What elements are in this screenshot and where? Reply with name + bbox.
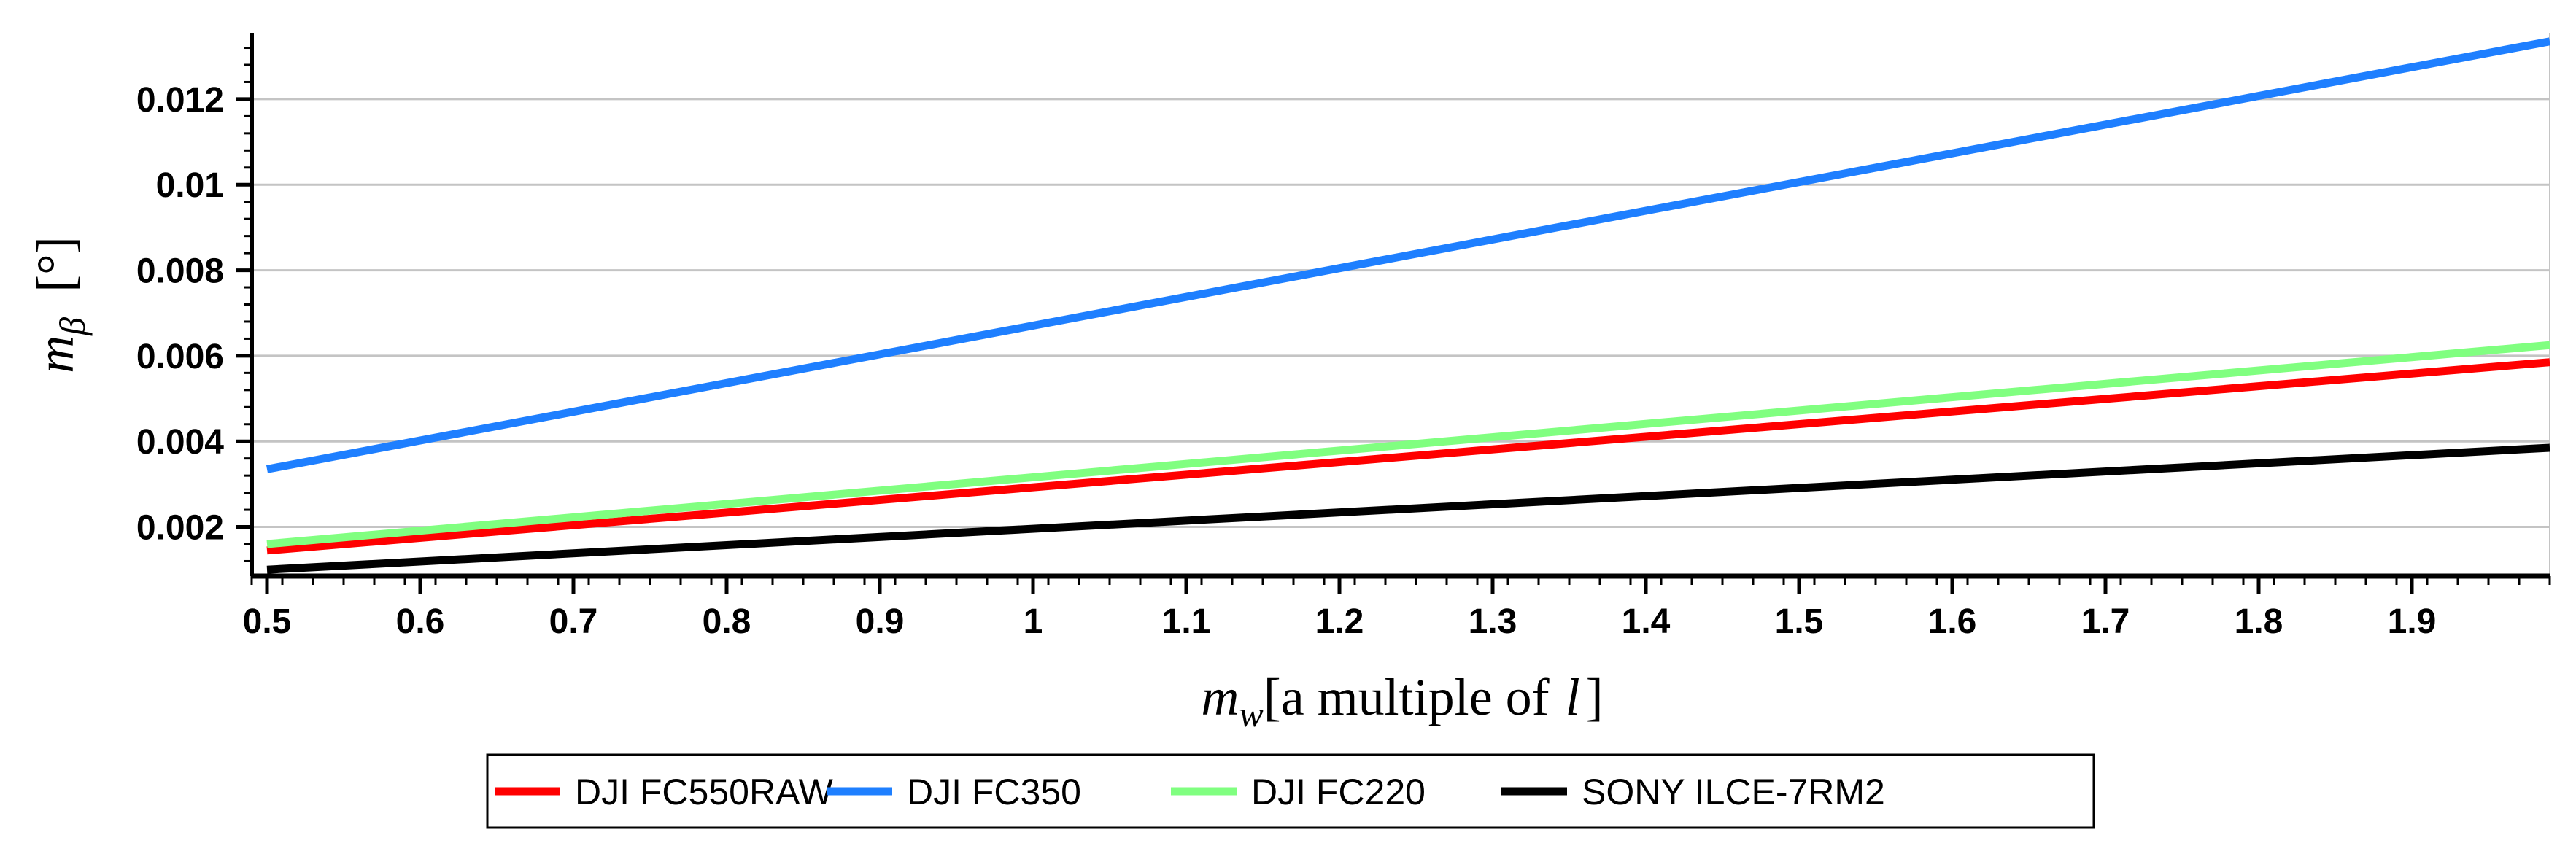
y-axis-title: mβ [°]	[26, 236, 93, 373]
series-line-dji-fc350	[266, 37, 2551, 473]
legend-label-1: DJI FC350	[907, 772, 1081, 812]
x-axis-unit: l	[1566, 668, 1580, 726]
x-tick-label-12: 1.7	[2081, 602, 2130, 641]
x-tick-label-11: 1.6	[1928, 602, 1977, 641]
x-axis-close: ]	[1586, 668, 1604, 726]
x-tick-label-0: 0.5	[243, 602, 292, 641]
series-lines	[266, 37, 2551, 574]
x-tick-label-5: 1	[1024, 602, 1043, 641]
x-tick-label-9: 1.4	[1622, 602, 1671, 641]
y-tick-label-1: 0.004	[136, 423, 224, 462]
y-tick-label-0: 0.002	[136, 509, 224, 548]
x-axis-text: [a multiple of	[1264, 668, 1550, 726]
x-tick-label-1: 0.6	[396, 602, 445, 641]
x-axis-ticks: 0.5 0.6 0.7 0.8 0.9 1 1.1 1.2 1.3 1.4 1.5 1.6 1.7 1.8…	[243, 576, 2551, 641]
x-tick-label-2: 0.7	[549, 602, 598, 641]
x-axis-sub: w	[1239, 694, 1263, 734]
y-tick-label-4: 0.01	[156, 166, 224, 205]
x-tick-label-6: 1.1	[1162, 602, 1211, 641]
y-axis-ticks: 0.002 0.004 0.006 0.008 0.01 0.012	[136, 47, 252, 562]
svg-text:mβ[°]: mβ [°]	[26, 236, 93, 373]
y-tick-label-2: 0.006	[136, 338, 224, 376]
legend-label-0: DJI FC550RAW	[575, 772, 834, 812]
legend-box	[486, 753, 2095, 829]
x-tick-label-8: 1.3	[1469, 602, 1517, 641]
y-axis-unit: [°]	[26, 236, 85, 292]
y-axis-var: m	[26, 335, 85, 373]
series-line-dji-fc550raw	[266, 358, 2550, 555]
x-tick-label-13: 1.8	[2235, 602, 2283, 641]
series-line-dji-fc220	[266, 341, 2550, 548]
x-tick-label-10: 1.5	[1775, 602, 1824, 641]
grid-lines	[252, 33, 2550, 576]
y-tick-label-3: 0.008	[136, 252, 224, 291]
legend: DJI FC550RAW DJI FC350 DJI FC220 SONY ILCE-…	[486, 753, 2095, 829]
x-axis-var: m	[1201, 668, 1239, 726]
x-axis-title: mw[a multiple of l]	[1201, 668, 1603, 734]
legend-label-3: SONY ILCE-7RM2	[1582, 772, 1885, 812]
x-tick-label-7: 1.2	[1315, 602, 1364, 641]
x-tick-label-4: 0.9	[856, 602, 905, 641]
legend-label-2: DJI FC220	[1251, 772, 1426, 812]
x-tick-label-14: 1.9	[2388, 602, 2437, 641]
axes	[250, 33, 2550, 579]
y-axis-sub: β	[52, 317, 93, 336]
y-tick-label-5: 0.012	[136, 81, 224, 120]
series-line-sony-ilce-7rm2	[266, 443, 2550, 574]
x-tick-label-3: 0.8	[703, 602, 751, 641]
